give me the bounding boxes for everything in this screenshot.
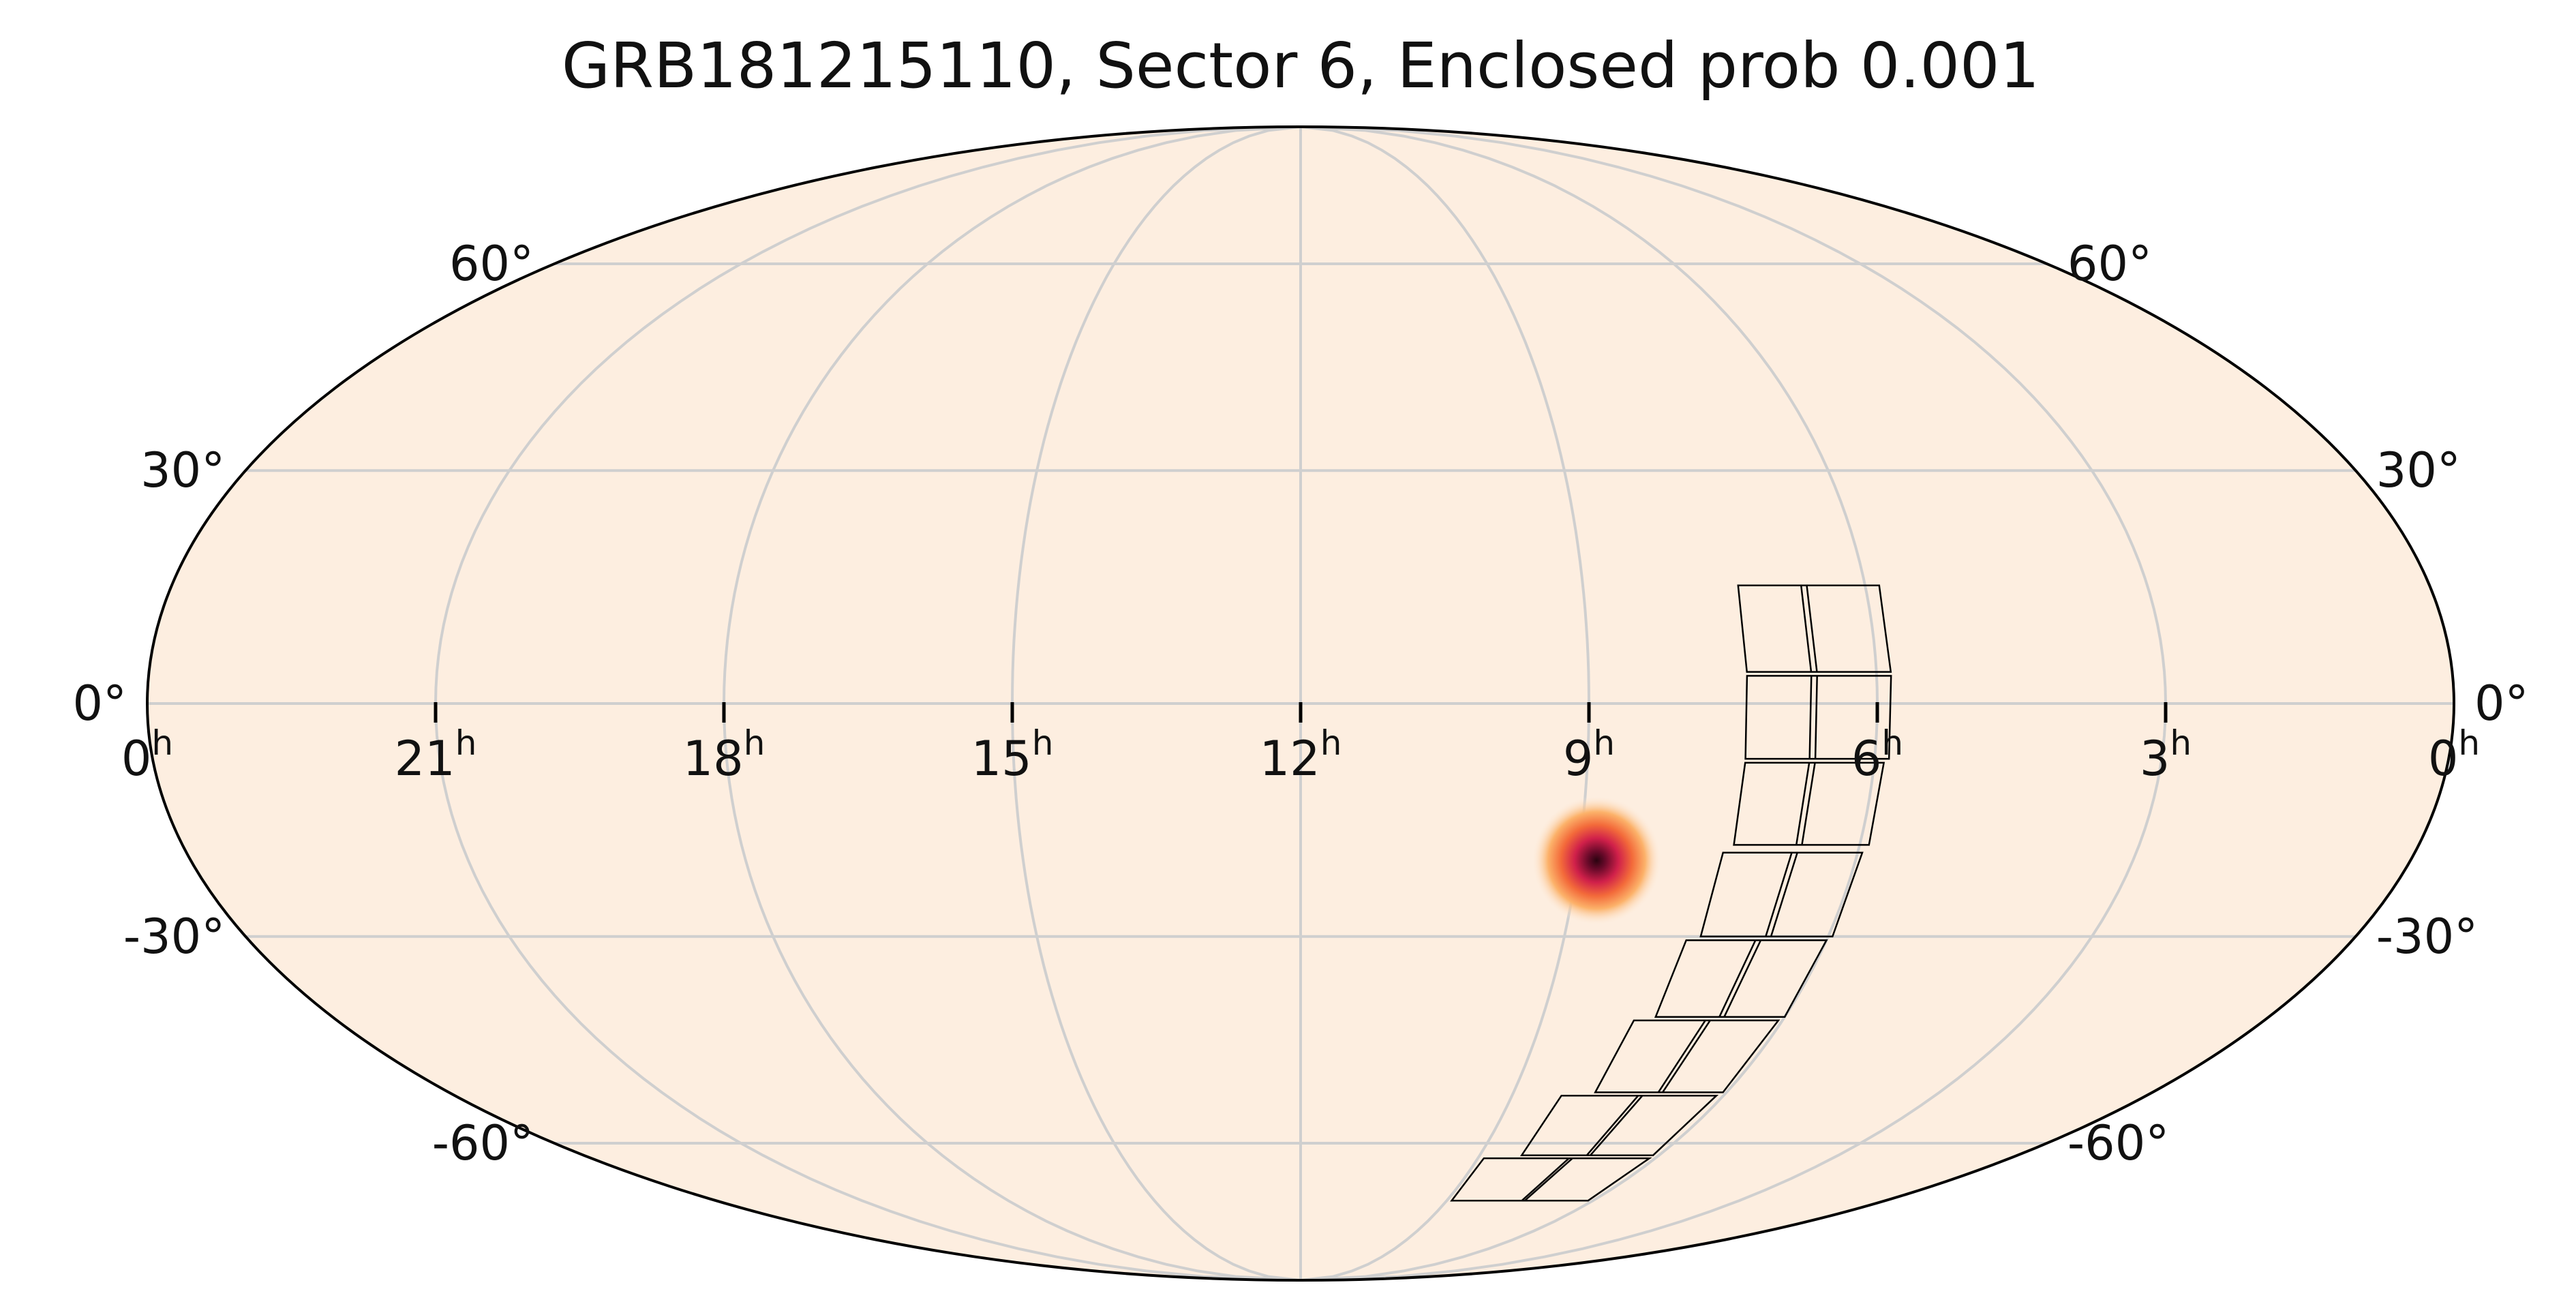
ra-tick-unit: h	[1881, 723, 1903, 763]
ccd-split	[1765, 852, 1793, 937]
ccd-split	[1814, 676, 1818, 759]
dec-tick-label-left: 0°	[72, 676, 127, 731]
ra-tick-unit: h	[151, 723, 173, 763]
ra-tick-label: 0h	[121, 723, 173, 787]
dec-tick-label-right: -60°	[2067, 1115, 2169, 1171]
ccd-outline	[1699, 851, 1864, 938]
ccd-split	[1770, 852, 1798, 937]
ra-tick-value: 12	[1260, 731, 1320, 787]
dec-tick-label-right: -30°	[2376, 909, 2478, 965]
ra-tick-unit: h	[1320, 723, 1342, 763]
ra-tick-value: 3	[2140, 731, 2170, 787]
probability-hotspot	[1532, 796, 1662, 926]
dec-tick-label-left: -60°	[432, 1115, 534, 1171]
dec-tick-label-left: -30°	[123, 909, 225, 965]
dec-tick-label-right: 60°	[2067, 236, 2152, 292]
ra-tick-value: 21	[395, 731, 455, 787]
ra-tick-label: 21h	[395, 723, 477, 787]
ccd-outline	[1737, 584, 1892, 673]
ccd-split	[1795, 762, 1810, 845]
ra-tick-label: 0h	[2428, 723, 2480, 787]
ra-tick-label: 6h	[1851, 723, 1903, 787]
dec-tick-label-left: 60°	[449, 236, 534, 292]
hotspot-peak	[1532, 796, 1662, 926]
ccd-outline	[1519, 1094, 1719, 1156]
ccd-split	[1723, 939, 1762, 1018]
ccd-outline	[1594, 1019, 1781, 1093]
ra-tick-unit: h	[2458, 723, 2480, 763]
ccd-split	[1801, 762, 1816, 845]
ra-tick-unit: h	[1032, 723, 1054, 763]
ra-tick-label: 9h	[1563, 723, 1615, 787]
ccd-split	[1657, 1020, 1706, 1093]
ra-tick-value: 0	[2428, 731, 2459, 787]
ra-tick-unit: h	[455, 723, 477, 763]
dec-tick-label-left: 30°	[140, 442, 225, 498]
tess-sector-footprint	[1450, 584, 1892, 1202]
ra-tick-value: 15	[971, 731, 1032, 787]
ra-tick-unit: h	[1593, 723, 1615, 763]
ccd-split	[1800, 585, 1813, 672]
ccd-split	[1524, 1158, 1573, 1202]
ccd-split	[1521, 1158, 1570, 1202]
ccd-split	[1590, 1095, 1643, 1156]
ccd-split	[1718, 939, 1757, 1018]
ra-tick-value: 0	[121, 731, 152, 787]
ccd-split	[1662, 1020, 1711, 1093]
dec-tick-label-right: 0°	[2474, 676, 2529, 731]
ccd-outline	[1744, 675, 1892, 760]
ra-tick-value: 6	[1851, 731, 1882, 787]
ccd-outline	[1733, 761, 1885, 846]
ra-tick-unit: h	[744, 723, 766, 763]
ccd-split	[1586, 1095, 1639, 1156]
ra-tick-label: 12h	[1260, 723, 1342, 787]
ra-tick-unit: h	[2170, 723, 2192, 763]
ccd-split	[1806, 585, 1818, 672]
dec-tick-label-right: 30°	[2376, 442, 2461, 498]
ra-tick-label: 18h	[683, 723, 766, 787]
ra-tick-value: 18	[683, 731, 744, 787]
ccd-split	[1808, 676, 1813, 759]
sky-border	[146, 125, 2455, 1282]
chart-title: GRB181215110, Sector 6, Enclosed prob 0.…	[562, 29, 2040, 102]
ra-tick-value: 9	[1563, 731, 1594, 787]
ccd-outline	[1654, 939, 1828, 1018]
ra-tick-label: 15h	[971, 723, 1054, 787]
ccd-outline	[1450, 1157, 1652, 1202]
ra-tick-label: 3h	[2140, 723, 2192, 787]
